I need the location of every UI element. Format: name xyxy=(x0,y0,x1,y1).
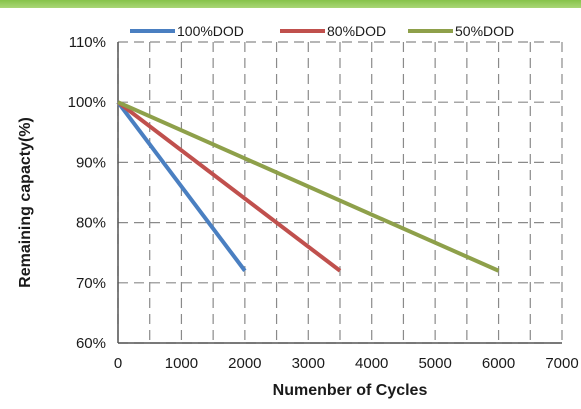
grid-lines xyxy=(117,41,563,344)
x-tick-label: 5000 xyxy=(418,355,451,372)
series-line xyxy=(117,100,500,273)
x-tick-label: 1000 xyxy=(165,355,198,372)
x-axis-title: Numenber of Cycles xyxy=(273,382,428,399)
legend: 100%DOD 80%DOD 50%DOD xyxy=(128,22,558,40)
legend-item-bg xyxy=(128,22,280,40)
y-axis-title: Remaining capacty(%) xyxy=(17,117,34,288)
y-tick-label: 80% xyxy=(76,215,106,232)
x-tick-labels: 0 1000 2000 3000 4000 5000 6000 7000 xyxy=(114,355,579,372)
axes xyxy=(117,42,562,344)
y-tick-label: 90% xyxy=(76,154,106,171)
y-tick-label: 70% xyxy=(76,275,106,292)
x-tick-label: 7000 xyxy=(545,355,578,372)
x-tick-label: 0 xyxy=(114,355,122,372)
y-tick-label: 110% xyxy=(69,34,106,51)
legend-item-bg xyxy=(406,22,558,40)
y-tick-labels: 60% 70% 80% 90% 100% 110% xyxy=(68,34,106,352)
y-tick-label: 100% xyxy=(68,94,106,111)
legend-label: 80%DOD xyxy=(327,23,386,39)
y-tick-label: 60% xyxy=(76,335,106,352)
x-tick-label: 4000 xyxy=(355,355,388,372)
series-lines xyxy=(116,100,500,273)
legend-label: 100%DOD xyxy=(177,23,244,39)
legend-label: 50%DOD xyxy=(455,23,514,39)
top-banner-strip xyxy=(0,0,581,8)
series-line xyxy=(116,100,247,272)
x-tick-label: 2000 xyxy=(228,355,261,372)
x-tick-label: 3000 xyxy=(292,355,325,372)
x-tick-label: 6000 xyxy=(482,355,515,372)
series-line xyxy=(116,100,342,273)
legend-item-bg xyxy=(278,22,430,40)
